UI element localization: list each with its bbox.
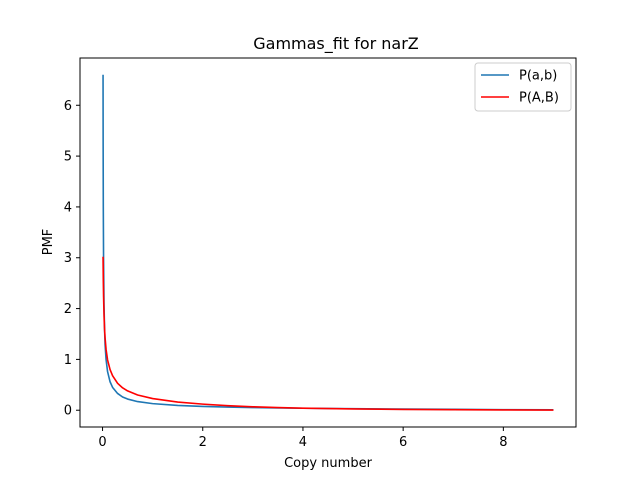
y-axis-label: PMF xyxy=(41,229,56,256)
legend-label: P(A,B) xyxy=(519,91,559,106)
y-tick-label: 1 xyxy=(64,353,72,368)
legend: P(a,b) P(A,B) xyxy=(474,62,572,112)
x-tick-label: 4 xyxy=(299,435,307,450)
x-axis-ticks: 0 2 4 6 8 xyxy=(98,427,507,450)
y-axis-ticks: 0 1 2 3 4 5 6 xyxy=(64,99,80,419)
y-tick-label: 2 xyxy=(64,302,72,317)
axes-frame xyxy=(79,57,577,428)
x-tick-label: 2 xyxy=(199,435,207,450)
x-tick-label: 0 xyxy=(98,435,106,450)
y-tick-label: 3 xyxy=(64,251,72,266)
y-tick-label: 5 xyxy=(64,150,72,165)
chart-title: Gammas_fit for narZ xyxy=(253,34,419,54)
series-line-2 xyxy=(102,256,554,411)
x-tick-label: 8 xyxy=(499,435,507,450)
y-tick-label: 4 xyxy=(64,200,72,215)
x-tick-label: 6 xyxy=(399,435,407,450)
y-tick-label: 6 xyxy=(64,99,72,114)
x-axis-label: Copy number xyxy=(284,456,373,471)
y-tick-label: 0 xyxy=(64,404,72,419)
series-layer xyxy=(102,74,554,411)
legend-label: P(a,b) xyxy=(519,69,557,84)
